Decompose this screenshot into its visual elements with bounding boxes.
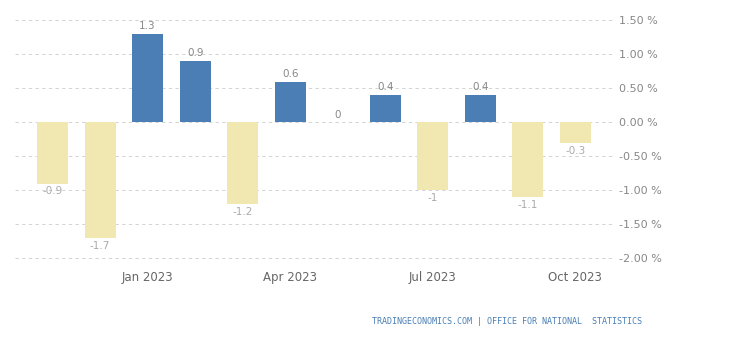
Text: 0.4: 0.4 — [472, 83, 488, 92]
Bar — [465, 95, 496, 122]
Text: 1.3: 1.3 — [139, 21, 156, 31]
Bar — [369, 95, 401, 122]
Text: 0.4: 0.4 — [377, 83, 393, 92]
Bar — [512, 122, 543, 197]
Bar — [132, 34, 163, 122]
Text: -0.9: -0.9 — [42, 186, 63, 196]
Bar — [180, 61, 210, 122]
Bar — [418, 122, 448, 190]
Text: TRADINGECONOMICS.COM | OFFICE FOR NATIONAL  STATISTICS: TRADINGECONOMICS.COM | OFFICE FOR NATION… — [372, 318, 642, 326]
Text: -0.3: -0.3 — [565, 146, 585, 155]
Bar — [227, 122, 258, 204]
Bar — [274, 82, 306, 122]
Text: 0: 0 — [334, 110, 341, 120]
Text: -1.1: -1.1 — [518, 200, 538, 210]
Text: 0.6: 0.6 — [282, 69, 299, 79]
Bar — [560, 122, 591, 143]
Text: -1: -1 — [428, 193, 438, 203]
Bar — [85, 122, 115, 238]
Text: -1.2: -1.2 — [232, 207, 253, 217]
Text: -1.7: -1.7 — [90, 241, 110, 251]
Text: 0.9: 0.9 — [187, 49, 204, 58]
Bar — [37, 122, 68, 184]
